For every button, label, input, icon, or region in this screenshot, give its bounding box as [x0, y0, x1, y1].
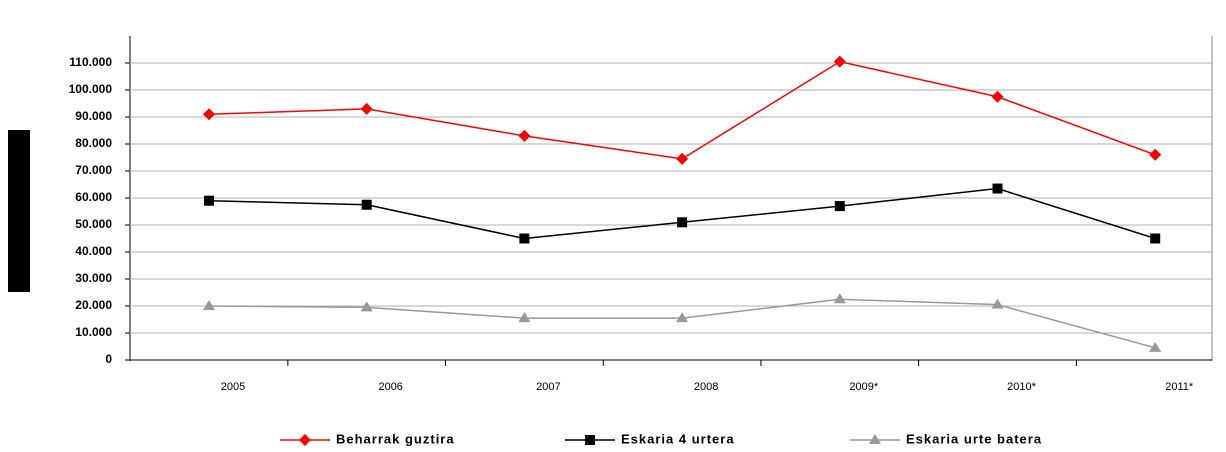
x-tick-label: 2006 [378, 381, 402, 393]
marker [299, 434, 311, 446]
marker [518, 129, 531, 142]
y-tick-label: 10.000 [75, 325, 112, 339]
marker [992, 183, 1003, 194]
marker [360, 102, 373, 115]
y-tick-label: 30.000 [75, 271, 112, 285]
legend-label: Beharrak guztira [336, 431, 455, 446]
x-tick-label: 2009* [849, 381, 878, 393]
legend-label: Eskaria 4 urtera [621, 431, 735, 446]
marker [1150, 233, 1161, 244]
marker [203, 300, 215, 310]
marker [1149, 341, 1162, 352]
x-tick-label: 2010* [1007, 381, 1036, 393]
marker [360, 301, 373, 312]
marker [676, 152, 689, 165]
y-tick-label: 50.000 [75, 217, 112, 231]
marker [833, 55, 846, 68]
marker [869, 434, 881, 444]
marker [585, 435, 595, 445]
marker [518, 312, 531, 323]
y-tick-label: 100.000 [69, 82, 113, 96]
marker [991, 298, 1004, 309]
y-tick-label: 80.000 [75, 136, 112, 150]
x-tick-label: 2008 [694, 381, 718, 393]
marker [1149, 148, 1162, 161]
y-tick-label: 60.000 [75, 190, 112, 204]
marker [361, 199, 372, 210]
marker [519, 233, 530, 244]
marker [834, 201, 845, 212]
series-line [208, 298, 1156, 349]
y-tick-label: 90.000 [75, 109, 112, 123]
y-tick-label: 40.000 [75, 244, 112, 258]
y-tick-label: 0 [105, 352, 112, 366]
marker [204, 195, 214, 206]
marker [991, 90, 1004, 103]
marker [677, 217, 688, 228]
series-line [208, 187, 1156, 240]
redacted-axis-title [8, 130, 30, 292]
x-tick-label: 2005 [221, 381, 245, 393]
x-tick-label: 2007 [536, 381, 560, 393]
marker [203, 108, 215, 121]
y-tick-label: 70.000 [75, 163, 112, 177]
marker [676, 312, 689, 323]
legend-label: Eskaria urte batera [906, 431, 1042, 446]
marker [833, 293, 846, 304]
y-tick-label: 110.000 [69, 55, 112, 69]
y-tick-label: 20.000 [75, 298, 112, 312]
x-tick-label: 2011* [1165, 381, 1194, 393]
